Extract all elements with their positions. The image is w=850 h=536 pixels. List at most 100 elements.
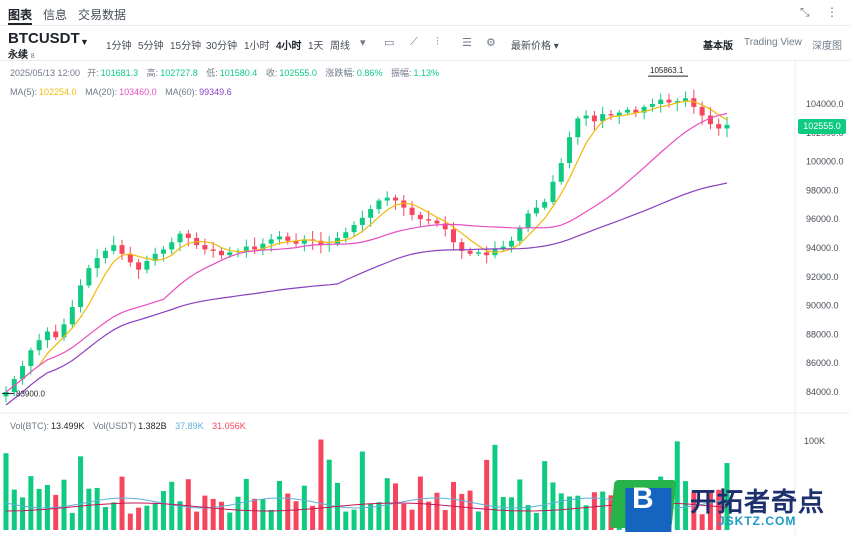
candle-body (641, 106, 647, 113)
volume-bar (393, 483, 399, 530)
settings-icon[interactable]: ⚙ (486, 37, 496, 49)
view-tradingview[interactable]: Trading View (744, 37, 802, 48)
candle-body (567, 137, 573, 164)
volume-bar (318, 439, 324, 530)
volume-bar (575, 495, 581, 530)
timeframe-1m[interactable]: 1分钟 (106, 41, 132, 52)
vol-usdt-value: 1.382B (138, 421, 167, 431)
change-label: 涨跌幅: (325, 68, 355, 78)
candle-body (608, 114, 614, 116)
candle-body (724, 124, 730, 129)
more-icon[interactable]: ⋮ (826, 5, 838, 19)
timeframe-1d[interactable]: 1天 (308, 41, 324, 52)
volume-bar (376, 502, 382, 530)
drawing-icon[interactable]: ⟋ (410, 36, 418, 48)
candle-body (53, 331, 59, 338)
high-marker-label: 105863.1 (650, 66, 684, 75)
ma5-value: 102254.0 (39, 87, 77, 97)
ma20-line (5, 112, 728, 393)
volume-bar (533, 512, 539, 530)
candle-body (600, 114, 606, 122)
chart-style-icon[interactable]: ☰ (462, 37, 472, 49)
candle-body (699, 106, 705, 116)
volume-bar (683, 481, 689, 530)
vol-btc-label: Vol(BTC): (10, 421, 50, 431)
volume-bar (61, 479, 67, 530)
candle-body (169, 242, 175, 250)
symbol-name[interactable]: BTCUSDT (8, 30, 80, 47)
volume-info-row: Vol(BTC): 13.499K Vol(USDT) 1.382B 37.89K … (10, 421, 252, 431)
volume-bar (260, 499, 266, 530)
chevron-down-icon[interactable]: ▼ (80, 37, 89, 47)
volume-bar (11, 489, 17, 530)
volume-bar (591, 492, 597, 530)
price-tick-label: 88000.0 (806, 329, 839, 339)
volume-bar (492, 444, 498, 530)
ohlc-date: 2025/05/13 12:00 (10, 68, 81, 78)
volume-bar (401, 503, 407, 530)
indicator-icon[interactable]: ⫶ (436, 36, 439, 48)
volume-bar (53, 494, 59, 530)
candle-type-icon[interactable]: ▭ (384, 37, 395, 49)
candle-body (293, 240, 299, 244)
volume-bar (102, 506, 108, 530)
logo-letter: B (632, 482, 654, 515)
volume-tick-label: 100K (804, 436, 825, 446)
ma5-label: MA(5): (10, 87, 37, 97)
timeframe-5m[interactable]: 5分钟 (138, 41, 164, 52)
price-chart[interactable]: 104000.0102000.0100000.098000.096000.094… (0, 60, 850, 536)
amplitude-label: 振幅: (390, 68, 412, 78)
volume-bars (3, 439, 730, 530)
volume-bar (426, 501, 432, 530)
volume-bar (285, 493, 291, 530)
price-tick-label: 98000.0 (806, 185, 839, 195)
timeframe-more-icon[interactable]: ▾ (360, 37, 366, 49)
candle-body (409, 207, 415, 215)
expand-icon[interactable]: ⤡ (800, 5, 810, 19)
volume-bar (707, 490, 713, 530)
candle-body (227, 252, 233, 256)
candle-body (666, 99, 672, 103)
price-type-select[interactable]: 最新价格 ▾ (511, 41, 559, 52)
low-value: 101580.4 (219, 68, 258, 78)
volume-bar (78, 456, 84, 530)
timeframe-4h[interactable]: 4小时 (276, 41, 302, 52)
candle-body (136, 262, 142, 270)
contract-type: 永续 8 (8, 50, 35, 61)
contract-tag: 8 (30, 53, 35, 60)
volume-bar (525, 505, 531, 530)
tab-info[interactable]: 信息 (43, 8, 68, 22)
volume-bar (160, 491, 166, 530)
volume-bar (409, 509, 415, 530)
volume-bar (517, 479, 523, 530)
open-label: 开: (87, 68, 99, 78)
volume-bar (111, 502, 117, 530)
timeframe-30m[interactable]: 30分钟 (206, 41, 238, 52)
low-marker-label: 83900.0 (16, 389, 45, 398)
candle-body (591, 115, 597, 122)
candle-body (86, 268, 92, 286)
vol-ma-b-value: 31.056K (212, 421, 246, 431)
volume-bar (218, 501, 224, 530)
timeframe-15m[interactable]: 15分钟 (170, 41, 202, 52)
candle-body (716, 124, 722, 129)
candle-body (276, 236, 282, 240)
view-depth[interactable]: 深度图 (812, 41, 842, 52)
ohlc-info-row: 2025/05/13 12:00 开: 101681.3 高: 102727.8 低… (10, 66, 445, 79)
timeframe-1h[interactable]: 1小时 (244, 41, 270, 52)
volume-bar (301, 485, 307, 530)
high-label: 高: (146, 68, 159, 78)
candle-body (144, 260, 150, 270)
candle-body (111, 245, 117, 251)
volume-bar (194, 511, 200, 530)
volume-bar (691, 492, 697, 530)
timeframe-1w[interactable]: 周线 (330, 41, 350, 52)
candle-body (500, 246, 506, 250)
volume-bar (202, 495, 208, 530)
view-basic[interactable]: 基本版 (703, 41, 733, 52)
tab-chart[interactable]: 图表 (8, 8, 33, 25)
candle-body (707, 115, 713, 125)
volume-bar (368, 503, 374, 530)
ma5-line (22, 100, 728, 380)
tab-trading-data[interactable]: 交易数据 (78, 8, 127, 22)
